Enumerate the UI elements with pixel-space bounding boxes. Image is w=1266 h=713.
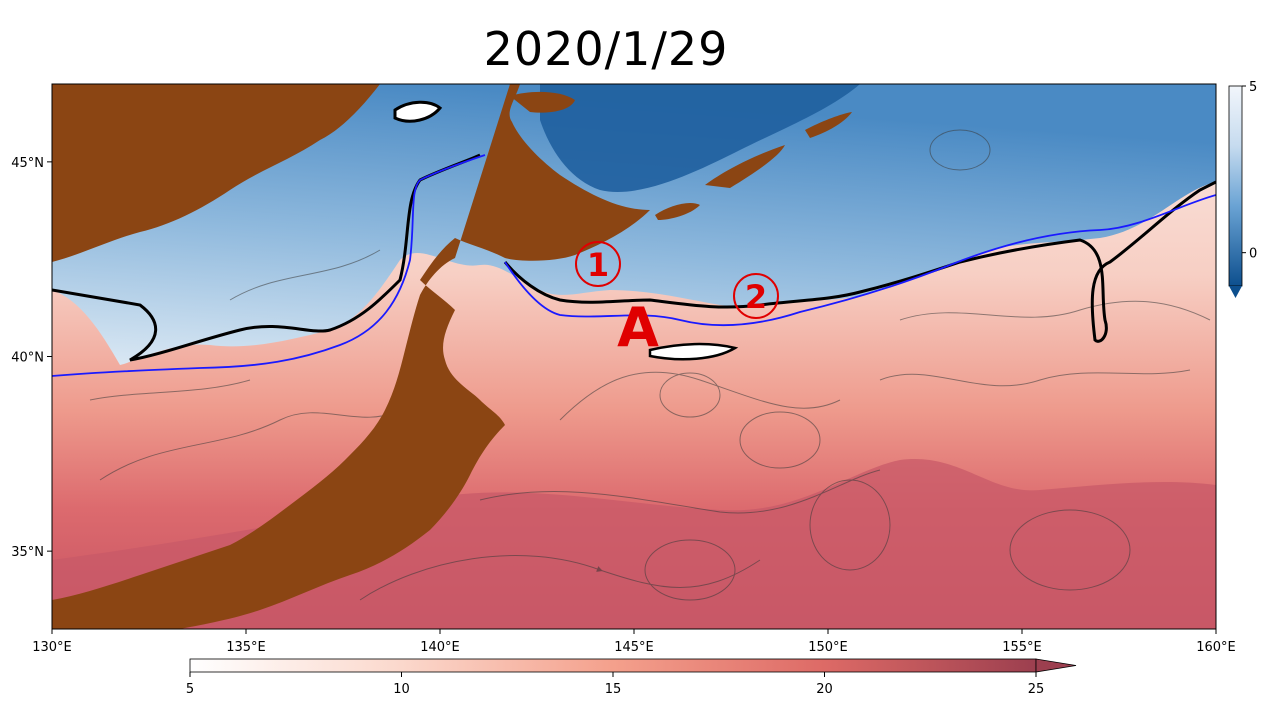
colorbar-bottom-tick-label: 20 — [816, 682, 833, 697]
land-japan — [52, 84, 650, 629]
cold-core — [540, 84, 860, 192]
land-continent — [52, 84, 380, 262]
colorbar-bottom-extend — [1035, 658, 1077, 673]
kuril-islands — [655, 112, 852, 220]
land-sakhalin-tip — [510, 91, 575, 113]
colorbar-bottom-bar — [189, 658, 1037, 673]
lon-tick-label: 130°E — [32, 640, 72, 655]
cold-water-region — [52, 84, 1216, 365]
annotation-label-1: 1 — [587, 246, 609, 284]
lon-tick-label: 145°E — [614, 640, 654, 655]
colorbar-right: 50 — [1228, 80, 1257, 298]
colorbar-right-bar — [1228, 85, 1243, 287]
lon-tick-label: 140°E — [420, 640, 460, 655]
front-line-west — [52, 153, 481, 362]
lon-tick-label: 150°E — [808, 640, 848, 655]
colorbar-bottom-tick-label: 5 — [186, 682, 194, 697]
map-field — [52, 84, 1216, 629]
colorbar-bottom-tick-label: 10 — [393, 682, 410, 697]
latitude-axis: 35°N 40°N 45°N — [11, 156, 52, 560]
kuroshio-band — [52, 459, 1216, 629]
colorbar-right-extend — [1229, 286, 1242, 298]
lon-tick-label: 155°E — [1002, 640, 1042, 655]
warm-eddy-outline — [648, 342, 739, 361]
colorbar-right-tick-label: 5 — [1249, 80, 1257, 95]
colorbar-bottom: 5 10 15 20 25 — [186, 658, 1077, 697]
lat-tick-label: 40°N — [11, 351, 44, 366]
lat-tick-label: 35°N — [11, 545, 44, 560]
colorbar-right-tick-label: 0 — [1249, 247, 1257, 262]
lat-tick-label: 45°N — [11, 156, 44, 171]
isotherm-line — [52, 154, 1216, 377]
lon-tick-label: 160°E — [1196, 640, 1236, 655]
land — [52, 84, 650, 629]
colorbar-bottom-tick-label: 15 — [605, 682, 622, 697]
annotation-label-2: 2 — [745, 278, 767, 316]
lon-tick-label: 135°E — [226, 640, 266, 655]
annotation-circle-2: 2 — [733, 273, 779, 319]
streamlines — [89, 129, 1211, 601]
map-title: 2020/1/29 — [483, 22, 729, 76]
longitude-axis: 130°E 135°E 140°E 145°E 150°E 155°E 160°E — [32, 629, 1236, 655]
annotation-letter-a: A — [617, 296, 659, 359]
colorbar-bottom-tick-label: 25 — [1028, 682, 1045, 697]
cold-eddy-outline — [393, 100, 443, 123]
annotation-circle-1: 1 — [575, 241, 621, 287]
